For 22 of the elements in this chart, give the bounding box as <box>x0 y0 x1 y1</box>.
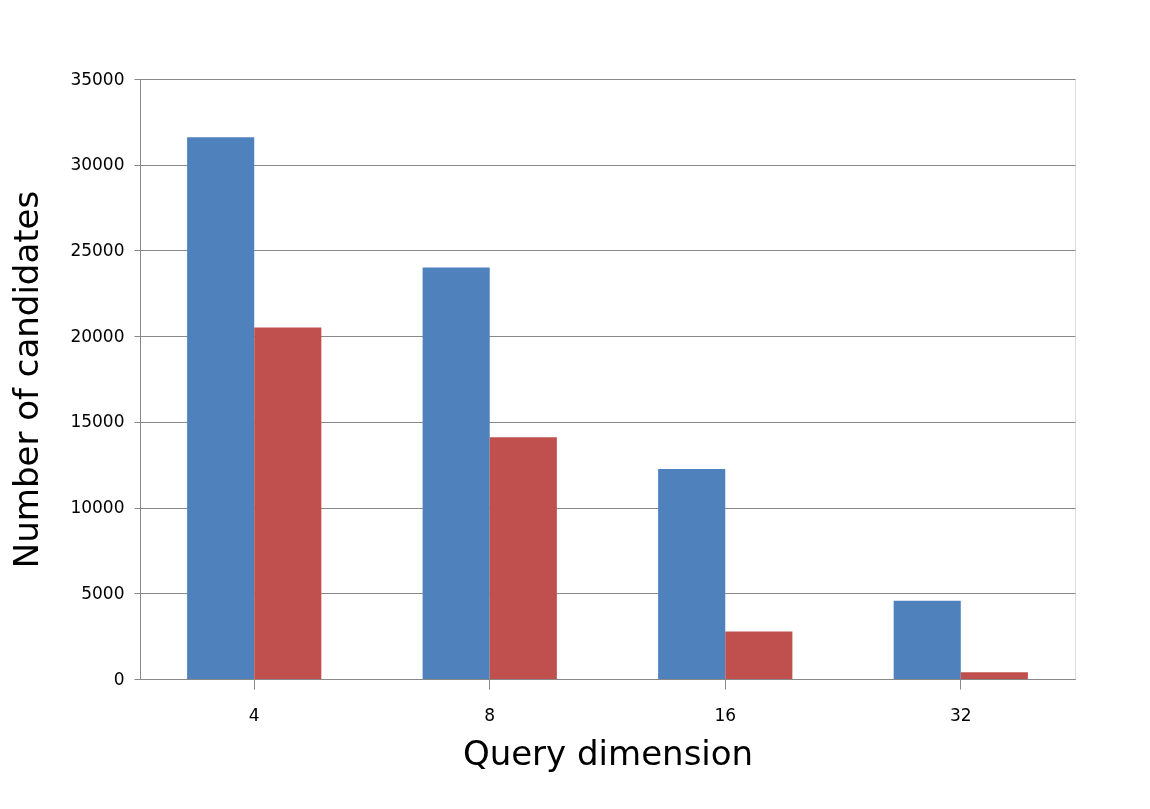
y-tick-label: 10000 <box>70 497 125 518</box>
x-axis-title: Query dimension <box>462 732 754 773</box>
bar <box>725 631 793 679</box>
y-axis-title: Number of candidates <box>6 190 47 569</box>
x-tick-label: 16 <box>714 704 737 725</box>
bar <box>658 469 726 679</box>
x-tick-label: 32 <box>949 704 972 725</box>
x-tick-label: 8 <box>484 704 496 725</box>
bar <box>187 137 255 679</box>
bar <box>422 267 490 679</box>
y-tick-label: 30000 <box>70 154 125 175</box>
bar <box>960 672 1028 679</box>
y-tick-label: 20000 <box>70 325 125 346</box>
x-tick-label: 4 <box>248 704 260 725</box>
y-tick-label: 35000 <box>70 68 125 89</box>
bar <box>893 600 961 679</box>
bar <box>254 327 322 679</box>
bar <box>489 437 557 679</box>
y-tick-label: 0 <box>113 668 125 689</box>
y-tick-label: 25000 <box>70 239 125 260</box>
y-tick-label: 5000 <box>81 582 125 603</box>
y-tick-label: 15000 <box>70 411 125 432</box>
